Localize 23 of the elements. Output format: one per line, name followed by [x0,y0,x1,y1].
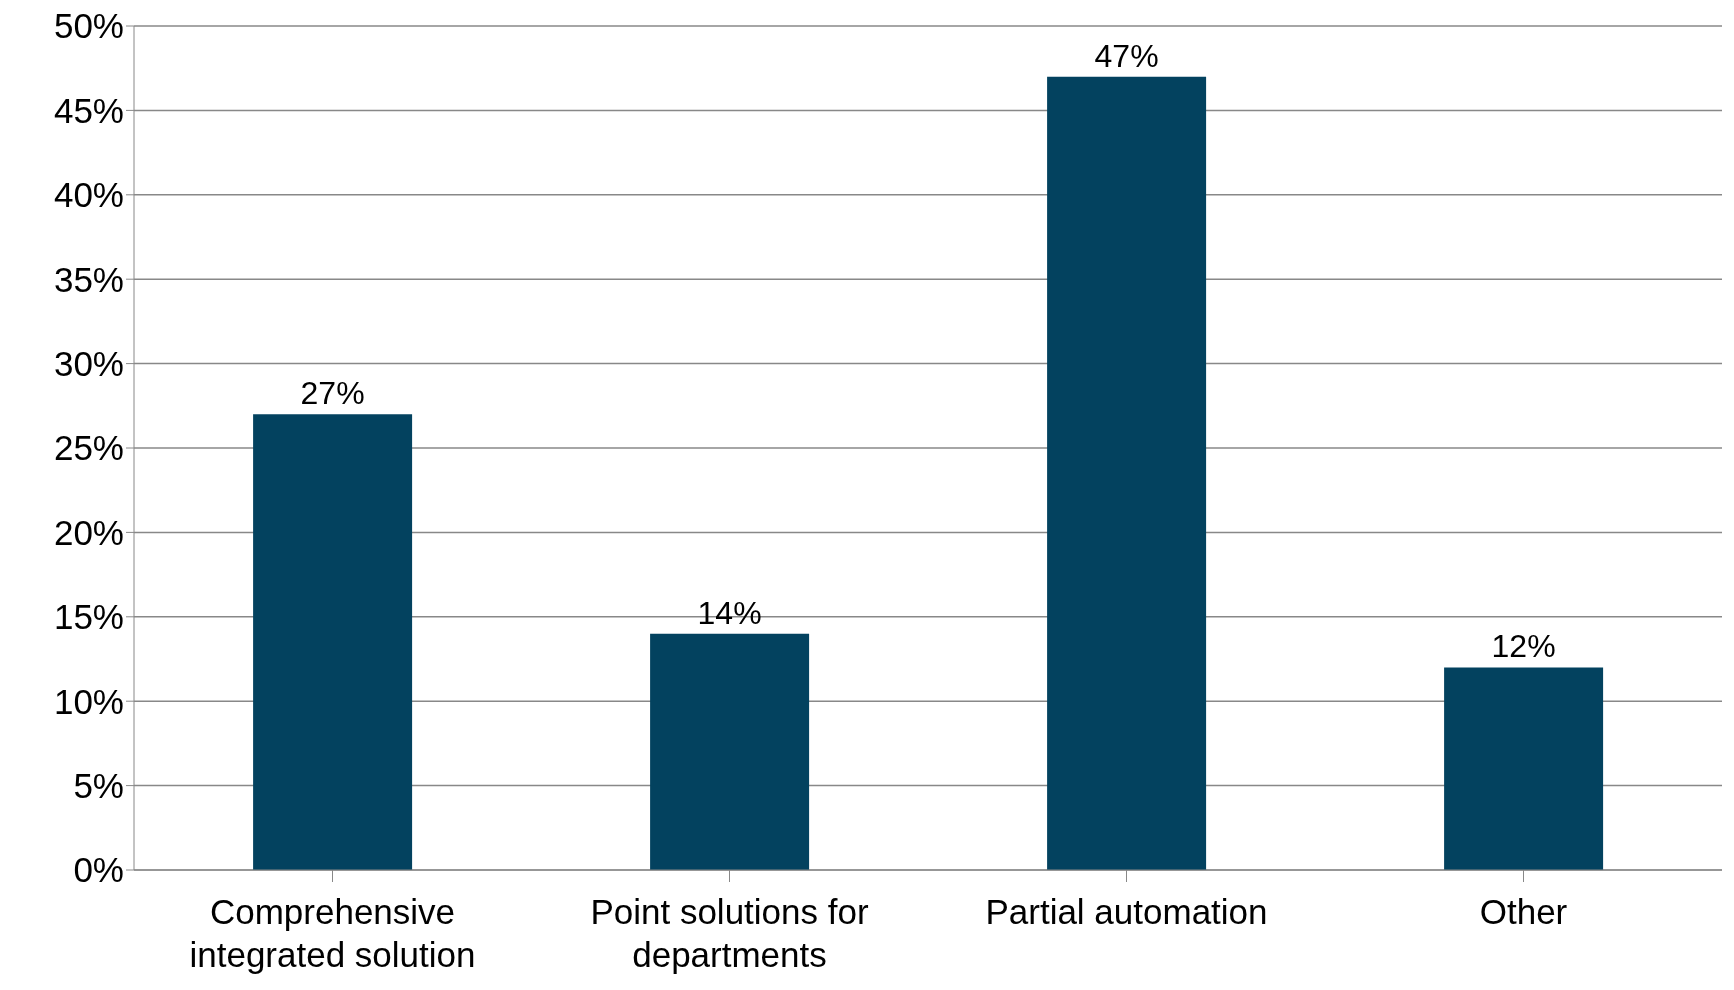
y-tick-label: 30% [53,344,124,384]
y-tick-label: 50% [53,6,124,46]
data-label: 14% [697,594,762,631]
bar [650,633,810,870]
data-label: 12% [1491,628,1556,665]
x-tick-label: Comprehensive integrated solution [189,891,476,975]
data-label: 47% [1094,37,1159,74]
bar [253,414,413,870]
bar [1047,76,1207,870]
y-tick-label: 45% [53,90,124,130]
bar [1444,667,1604,870]
y-tick-label: 0% [73,850,124,890]
x-tick-label: Partial automation [985,891,1268,931]
y-tick-label: 10% [53,681,124,721]
data-label: 27% [300,375,365,412]
x-tick-label: Other [1479,891,1568,931]
y-tick-label: 25% [53,428,124,468]
y-tick-label: 15% [53,597,124,637]
y-tick-label: 5% [73,766,124,806]
x-tick-label: Point solutions for departments [590,891,869,975]
y-tick-label: 20% [53,512,124,552]
y-tick-label: 35% [53,259,124,299]
y-tick-label: 40% [53,175,124,215]
